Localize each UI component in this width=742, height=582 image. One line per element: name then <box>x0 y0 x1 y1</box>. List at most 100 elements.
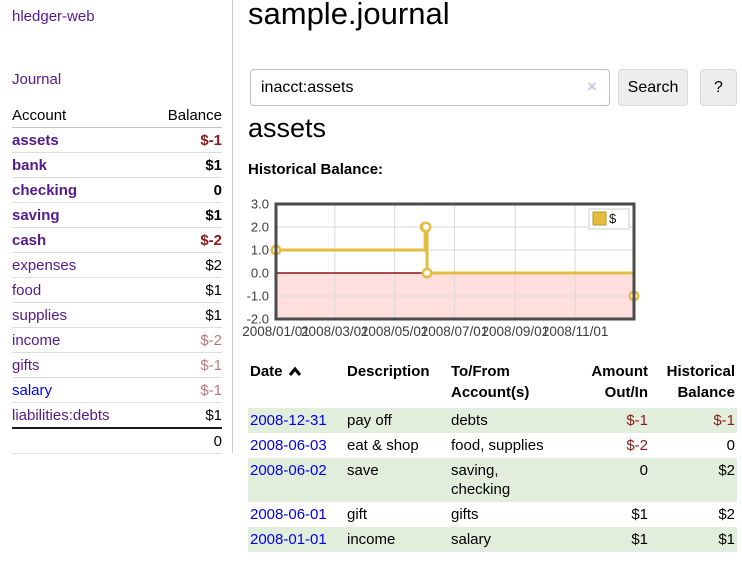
transaction-amount: 0 <box>639 462 648 479</box>
register-header-row: Date Description To/From Account(s) Amou… <box>248 359 737 408</box>
transaction-row: 2008-06-01 gift gifts $1 $2 <box>248 502 737 527</box>
tofrom-column-header: To/From Account(s) <box>451 363 530 401</box>
transaction-amount: $1 <box>631 506 648 523</box>
transaction-description: pay off <box>347 412 392 429</box>
account-link-bank[interactable]: bank <box>12 156 48 174</box>
historical-balance-label: Historical Balance: <box>248 161 384 178</box>
account-link-checking[interactable]: checking <box>12 181 78 199</box>
account-balance: $-2 <box>200 231 222 249</box>
transaction-date-link[interactable]: 2008-06-02 <box>250 462 327 479</box>
transaction-accounts: saving, checking <box>451 462 511 498</box>
svg-text:2008/07/01: 2008/07/01 <box>421 324 489 339</box>
account-link-supplies[interactable]: supplies <box>12 306 68 324</box>
account-column-header: Account <box>12 106 67 124</box>
transaction-row: 2008-12-31 pay off debts $-1 $-1 <box>248 408 737 433</box>
transaction-balance: $2 <box>718 462 735 479</box>
account-link-cash[interactable]: cash <box>12 231 47 249</box>
clear-search-icon[interactable]: × <box>587 77 597 96</box>
account-balance: 0 <box>213 181 222 199</box>
svg-text:1.0: 1.0 <box>251 243 269 258</box>
svg-text:-2.0: -2.0 <box>247 312 269 327</box>
transaction-accounts: gifts <box>451 506 479 523</box>
account-link-saving[interactable]: saving <box>12 206 60 224</box>
account-link-gifts[interactable]: gifts <box>12 356 40 374</box>
chart-holder: 3.0 2.0 1.0 0.0 -1.0 -2.0 2008/01/01 2008/03/01… <box>238 197 742 345</box>
account-row: saving $1 <box>12 203 222 228</box>
transaction-date-link[interactable]: 2008-01-01 <box>250 531 327 548</box>
transaction-date-link[interactable]: 2008-12-31 <box>250 412 327 429</box>
accounts-table: Account Balance assets $-1 bank $1 check… <box>12 103 222 454</box>
transaction-accounts: food, supplies <box>451 437 544 454</box>
account-balance: $-1 <box>200 356 222 374</box>
register-table: Date Description To/From Account(s) Amou… <box>248 359 737 552</box>
search-input[interactable] <box>250 69 610 106</box>
account-heading: assets <box>248 113 327 143</box>
account-link-liabilities-debts[interactable]: liabilities:debts <box>12 406 110 424</box>
account-balance: $1 <box>205 306 222 324</box>
svg-text:2008/09/01: 2008/09/01 <box>482 324 550 339</box>
account-balance: $1 <box>205 406 222 424</box>
account-row: checking 0 <box>12 178 222 203</box>
accounts-total-value: 0 <box>146 427 222 454</box>
account-row: liabilities:debts $1 <box>12 403 222 428</box>
transaction-date-link[interactable]: 2008-06-01 <box>250 506 327 523</box>
transaction-row: 2008-06-03 eat & shop food, supplies $-2… <box>248 433 737 458</box>
account-row: gifts $-1 <box>12 353 222 378</box>
amount-column-header: Amount Out/In <box>591 363 648 401</box>
transaction-description: eat & shop <box>347 437 419 454</box>
page-title: sample.journal <box>248 0 450 31</box>
account-balance: $1 <box>205 156 222 174</box>
account-row: salary $-1 <box>12 378 222 403</box>
account-link-food[interactable]: food <box>12 281 42 299</box>
balance-column-header: Historical Balance <box>666 363 735 401</box>
sidebar-item-journal[interactable]: Journal <box>12 71 62 88</box>
account-balance: $1 <box>205 281 222 299</box>
account-balance: $1 <box>205 206 222 224</box>
transaction-balance: 0 <box>726 437 735 454</box>
balance-column-header: Balance <box>167 106 222 124</box>
accounts-table-header: Account Balance <box>12 103 222 128</box>
transaction-balance: $-1 <box>713 412 735 429</box>
account-balance: $2 <box>205 256 222 274</box>
help-button[interactable]: ? <box>700 69 737 106</box>
transaction-amount: $1 <box>631 531 648 548</box>
svg-text:$: $ <box>609 211 617 226</box>
transaction-date-link[interactable]: 2008-06-03 <box>250 437 327 454</box>
svg-text:2008/01/01: 2008/01/01 <box>242 324 310 339</box>
search-form: × Search ? <box>248 69 737 106</box>
transaction-balance: $2 <box>718 506 735 523</box>
account-link-expenses[interactable]: expenses <box>12 256 77 274</box>
account-balance: $-2 <box>200 331 222 349</box>
search-button[interactable]: Search <box>618 69 688 106</box>
description-column-header: Description <box>347 363 430 380</box>
account-row: assets $-1 <box>12 128 222 153</box>
account-balance: $-1 <box>200 381 222 399</box>
transaction-description: income <box>347 531 396 548</box>
transaction-row: 2008-06-02 save saving, checking 0 $2 <box>248 458 737 502</box>
account-row: cash $-2 <box>12 228 222 253</box>
account-link-salary[interactable]: salary <box>12 381 53 399</box>
svg-text:-1.0: -1.0 <box>247 289 269 304</box>
svg-text:2008/11/01: 2008/11/01 <box>542 324 609 339</box>
transaction-description: save <box>347 462 379 479</box>
transaction-amount: $-1 <box>626 412 648 429</box>
account-link-income[interactable]: income <box>12 331 61 349</box>
transaction-amount: $-2 <box>626 437 648 454</box>
account-balance: $-1 <box>200 131 222 149</box>
sort-ascending-icon <box>288 362 302 383</box>
brand-link[interactable]: hledger-web <box>12 8 95 25</box>
svg-text:2.0: 2.0 <box>251 220 269 235</box>
transaction-accounts: debts <box>451 412 488 429</box>
svg-text:2008/03/01: 2008/03/01 <box>301 324 369 339</box>
account-row: expenses $2 <box>12 253 222 278</box>
main-content: sample.journal × Search ? assets Histori… <box>242 0 737 582</box>
account-link-assets[interactable]: assets <box>12 131 59 149</box>
svg-text:2008/05/01: 2008/05/01 <box>361 324 429 339</box>
svg-text:3.0: 3.0 <box>251 197 269 212</box>
account-row: income $-2 <box>12 328 222 353</box>
account-row: food $1 <box>12 278 222 303</box>
date-column-header[interactable]: Date <box>248 359 345 408</box>
svg-text:0.0: 0.0 <box>251 266 269 281</box>
transaction-accounts: salary <box>451 531 492 548</box>
accounts-total-row: 0 <box>12 427 222 454</box>
